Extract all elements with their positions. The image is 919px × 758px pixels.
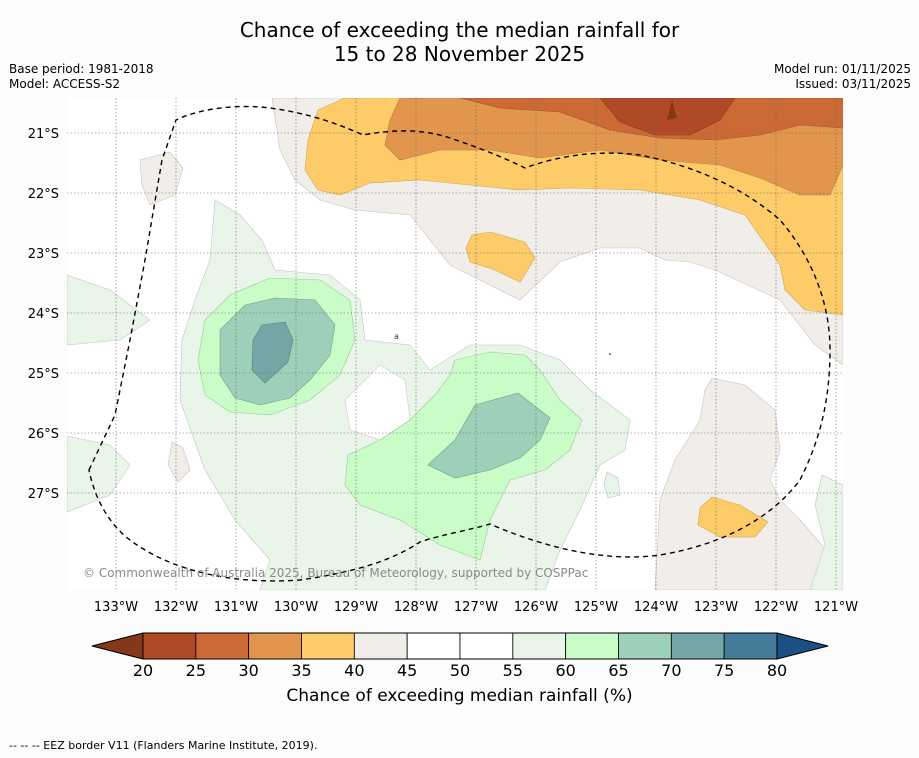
model-run: Model run: 01/11/2025 — [773, 62, 911, 76]
lon-label: 126°W — [514, 600, 558, 615]
colorbar-tick-label: 35 — [291, 661, 311, 680]
region-40-45-spot-b — [167, 441, 191, 483]
colorbar-tick-label: 20 — [133, 661, 153, 680]
lon-label: 130°W — [274, 600, 318, 615]
lat-label: 21°S — [28, 127, 59, 142]
model-name: Model: ACCESS-S2 — [9, 77, 121, 91]
eez-legend-footnote: -- -- -- EEZ border V11 (Flanders Marine… — [9, 739, 318, 752]
contour-artifact: a — [394, 332, 399, 341]
colorbar-label: Chance of exceeding median rainfall (%) — [286, 686, 633, 706]
colorbar-segment — [301, 632, 355, 660]
rainfall-map: a © Commonwealth of Australia 2025, Bure… — [28, 98, 858, 615]
colorbar-tick-label: 70 — [661, 661, 681, 680]
colorbar-segment — [670, 632, 725, 660]
colorbar-segment — [459, 632, 514, 660]
map-plot-area: a © Commonwealth of Australia 2025, Bure… — [67, 98, 843, 590]
colorbar-segment — [195, 632, 250, 660]
region-55-60-edge-left — [67, 274, 151, 346]
graticule — [67, 98, 843, 590]
metadata-left: Base period: 1981-2018 Model: ACCESS-S2 — [9, 62, 154, 92]
lon-label: 131°W — [214, 600, 258, 615]
colorbar-segment — [142, 632, 197, 660]
lat-label: 26°S — [28, 427, 59, 442]
region-35-40-blob-a — [465, 231, 536, 283]
colorbar-segment — [406, 632, 461, 660]
lon-label: 124°W — [634, 600, 678, 615]
colorbar-ticks: 20 25 30 35 40 45 50 55 60 65 70 75 80 — [133, 661, 787, 680]
colorbar-segment — [565, 632, 619, 660]
colorbar-tick-label: 30 — [238, 661, 258, 680]
colorbar-tick-label: 65 — [608, 661, 628, 680]
metadata-right: Model run: 01/11/2025 Issued: 03/11/2025 — [774, 62, 911, 92]
region-20-25 — [599, 98, 736, 136]
longitude-labels: 133°W 132°W 131°W 130°W 129°W 128°W 127°… — [94, 600, 858, 615]
contour-dot — [609, 353, 611, 355]
lat-label: 24°S — [28, 307, 59, 322]
colorbar-segment — [723, 632, 778, 660]
lon-label: 121°W — [814, 600, 858, 615]
lon-label: 123°W — [694, 600, 738, 615]
issued-date: Issued: 03/11/2025 — [795, 77, 911, 91]
colorbar-tick-label: 75 — [714, 661, 734, 680]
title-line-2: 15 to 28 November 2025 — [333, 42, 586, 66]
eez-border — [88, 105, 831, 582]
lat-label: 25°S — [28, 367, 59, 382]
lon-label: 129°W — [334, 600, 378, 615]
lat-label: 22°S — [28, 187, 59, 202]
colorbar-tick-label: 40 — [344, 661, 364, 680]
latitude-labels: 21°S 22°S 23°S 24°S 25°S 26°S 27°S — [28, 127, 59, 502]
colorbar-under-arrow — [91, 632, 144, 660]
lon-label: 133°W — [94, 600, 138, 615]
lon-label: 125°W — [574, 600, 618, 615]
base-period: Base period: 1981-2018 — [9, 62, 154, 76]
colorbar-tick-label: 60 — [555, 661, 575, 680]
lon-label: 122°W — [754, 600, 798, 615]
colorbar-tick-label: 80 — [767, 661, 787, 680]
colorbar-over-arrow — [776, 632, 829, 660]
colorbar-segment — [512, 632, 567, 660]
colorbar-segment — [248, 632, 302, 660]
region-55-60-edge-left2 — [67, 435, 131, 513]
region-55-60-spot — [603, 471, 621, 499]
region-70-75-west — [251, 321, 294, 384]
region-65-70-central — [427, 392, 551, 479]
map-title: Chance of exceeding the median rainfall … — [0, 18, 919, 66]
lon-label: 127°W — [454, 600, 498, 615]
colorbar: 20 25 30 35 40 45 50 55 60 65 70 75 80 — [91, 632, 829, 680]
region-40-45-spot-a — [139, 151, 184, 206]
colorbar-tick-label: 45 — [397, 661, 417, 680]
region-35-40-blob-b — [697, 496, 769, 538]
lat-label: 27°S — [28, 487, 59, 502]
region-below-20 — [667, 100, 677, 120]
colorbar-tick-label: 50 — [450, 661, 470, 680]
copyright-notice: © Commonwealth of Australia 2025, Bureau… — [83, 566, 588, 580]
region-55-60-edge-right — [809, 474, 843, 590]
lon-label: 128°W — [394, 600, 438, 615]
title-line-1: Chance of exceeding the median rainfall … — [239, 18, 680, 42]
colorbar-segment — [353, 632, 408, 660]
lon-label: 132°W — [154, 600, 198, 615]
colorbar-segments — [142, 632, 778, 660]
colorbar-tick-label: 55 — [503, 661, 523, 680]
colorbar-frame — [142, 632, 778, 660]
lat-label: 23°S — [28, 247, 59, 262]
colorbar-tick-label: 25 — [186, 661, 206, 680]
colorbar-segment — [618, 632, 672, 660]
